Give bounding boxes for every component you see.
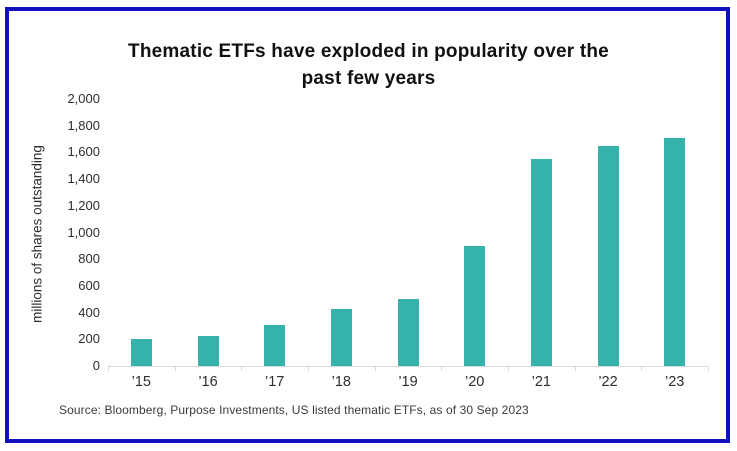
chart-title-line-1: Thematic ETFs have exploded in popularit… — [128, 41, 609, 62]
x-axis-tick — [441, 367, 443, 371]
x-axis-tick — [108, 367, 109, 371]
y-tick-label: 1,400 — [67, 171, 100, 187]
bar-17 — [264, 325, 286, 366]
x-tick-label: ’18 — [331, 374, 351, 390]
x-tick-label: ’16 — [198, 374, 218, 390]
bar-19 — [397, 299, 419, 366]
bar-20 — [464, 245, 486, 366]
x-axis-tick — [508, 367, 509, 371]
x-axis-tick — [374, 367, 376, 371]
bar-22 — [597, 145, 619, 366]
x-tick-label: ’20 — [464, 374, 485, 390]
y-tick-label: 800 — [78, 251, 100, 267]
x-tick-label: ’22 — [598, 374, 618, 390]
x-tick-label: ’19 — [398, 374, 418, 390]
x-axis-tick — [574, 367, 576, 371]
bar-23 — [664, 137, 686, 366]
y-tick-label: 400 — [78, 304, 100, 320]
x-axis-tick — [241, 367, 243, 371]
chart-title-line-2: past few years — [301, 68, 436, 89]
bar-18 — [330, 308, 352, 366]
x-axis-tick — [174, 367, 176, 371]
bar-21 — [530, 159, 552, 366]
x-tick-label: ’17 — [264, 374, 285, 390]
x-tick-label: ’23 — [664, 374, 685, 390]
bar-15 — [130, 339, 152, 366]
y-tick-label: 0 — [92, 358, 100, 373]
chart-title: Thematic ETFs have exploded in popularit… — [0, 38, 737, 92]
source-note: Source: Bloomberg, Purpose Investments, … — [59, 403, 529, 417]
y-tick-label: 200 — [78, 331, 100, 347]
x-tick-label: ’21 — [531, 374, 551, 390]
y-tick-label: 1,600 — [67, 144, 100, 160]
x-axis-line — [108, 366, 708, 367]
y-tick-label: 1,000 — [67, 224, 100, 240]
x-tick-label: ’15 — [131, 374, 151, 390]
y-tick-label: 1,800 — [67, 117, 100, 133]
x-axis-tick — [308, 367, 309, 371]
y-tick-label: 1,200 — [67, 197, 100, 213]
x-axis-tick — [708, 367, 709, 371]
bar-16 — [197, 335, 219, 366]
y-tick-label: 2,000 — [67, 91, 100, 106]
x-axis-tick — [641, 367, 643, 371]
y-tick-label: 600 — [78, 277, 100, 293]
